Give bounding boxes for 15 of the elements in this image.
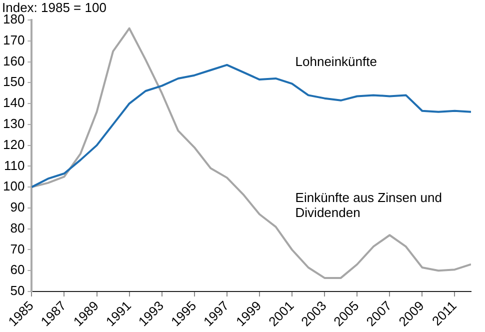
y-tick-label: 80 — [10, 220, 25, 236]
y-tick-label: 130 — [2, 116, 25, 132]
y-tick-label: 50 — [10, 283, 25, 298]
y-tick-label: 170 — [2, 32, 25, 48]
y-tick-label: 110 — [4, 158, 25, 173]
y-tick-label: 120 — [2, 136, 25, 152]
y-tick-label: 100 — [2, 178, 25, 194]
series-label: Lohneinkünfte — [295, 54, 377, 70]
series-label: Einkünfte aus Zinsen und Dividenden — [295, 190, 442, 220]
y-tick-label: 60 — [10, 262, 25, 278]
y-tick-label: 90 — [10, 200, 25, 215]
y-tick-label: 140 — [2, 95, 25, 110]
y-tick-label: 150 — [2, 74, 25, 90]
y-tick-label: 160 — [2, 53, 25, 68]
y-tick-label: 70 — [10, 241, 25, 256]
